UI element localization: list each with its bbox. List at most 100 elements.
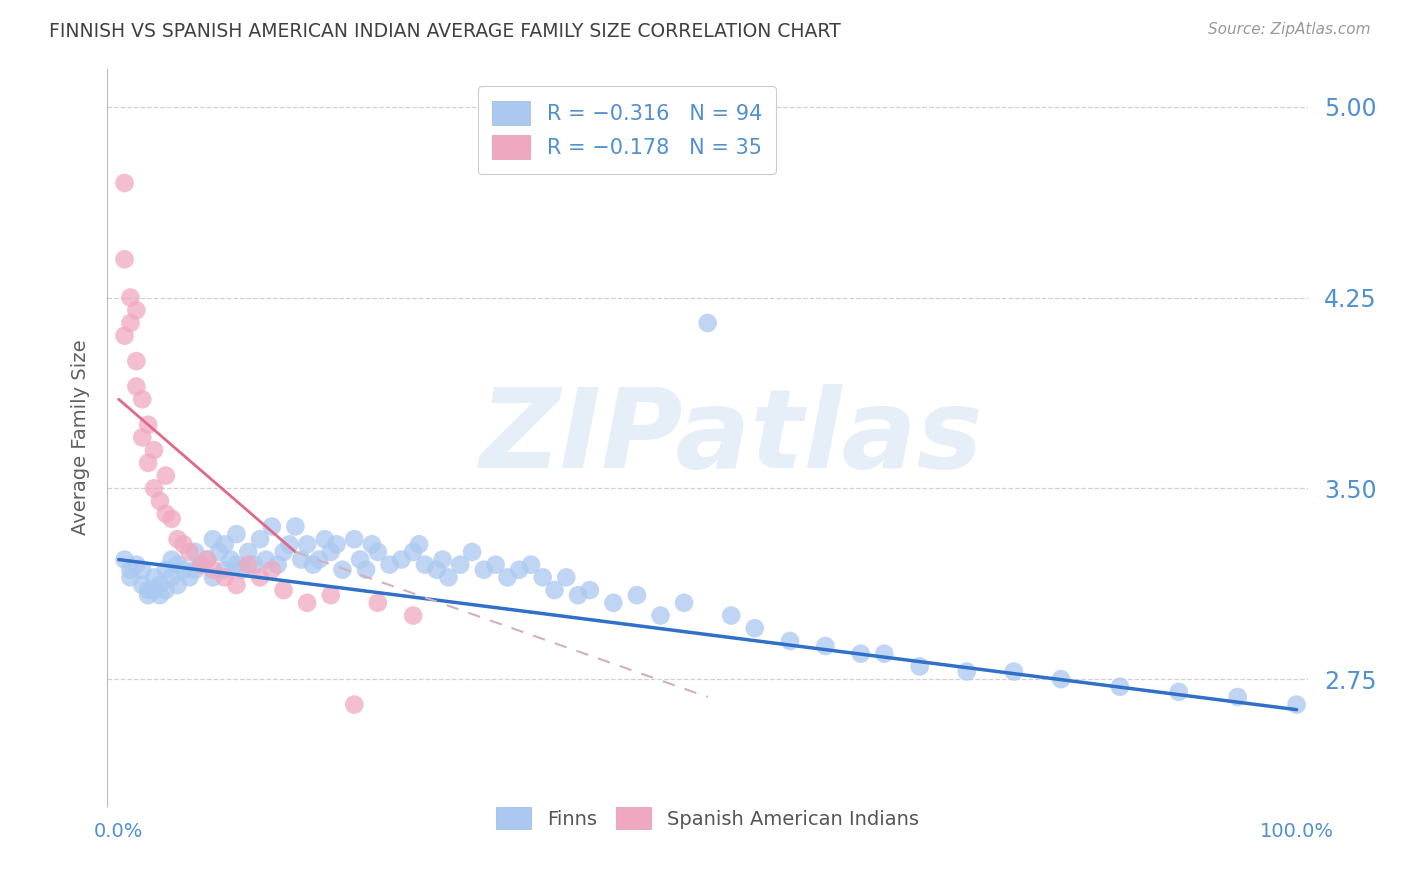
Point [136, 588, 159, 602]
Point [125, 558, 148, 572]
Point [361, 537, 384, 551]
Point [567, 588, 589, 602]
Point [238, 545, 260, 559]
Legend: Finns, Spanish American Indians: Finns, Spanish American Indians [488, 799, 927, 838]
Point [873, 647, 896, 661]
Point [155, 583, 177, 598]
Point [195, 552, 218, 566]
Point [295, 596, 318, 610]
Point [155, 507, 177, 521]
Point [278, 537, 301, 551]
Point [120, 316, 142, 330]
Point [219, 552, 242, 566]
Point [249, 570, 271, 584]
Point [1109, 680, 1132, 694]
Point [1167, 685, 1189, 699]
Point [579, 583, 602, 598]
Text: FINNISH VS SPANISH AMERICAN INDIAN AVERAGE FAMILY SIZE CORRELATION CHART: FINNISH VS SPANISH AMERICAN INDIAN AVERA… [49, 22, 841, 41]
Point [673, 596, 696, 610]
Point [319, 545, 342, 559]
Point [114, 252, 136, 267]
Point [402, 545, 425, 559]
Point [402, 608, 425, 623]
Point [201, 570, 224, 584]
Point [179, 570, 201, 584]
Point [349, 552, 371, 566]
Point [1285, 698, 1308, 712]
Point [744, 621, 766, 635]
Point [172, 537, 194, 551]
Point [238, 558, 260, 572]
Point [136, 456, 159, 470]
Point [378, 558, 401, 572]
Point [166, 578, 188, 592]
Point [225, 578, 247, 592]
Point [426, 563, 449, 577]
Point [508, 563, 530, 577]
Point [449, 558, 471, 572]
Point [284, 519, 307, 533]
Point [432, 552, 454, 566]
Point [184, 545, 207, 559]
Point [249, 532, 271, 546]
Point [273, 583, 295, 598]
Y-axis label: Average Family Size: Average Family Size [72, 340, 90, 535]
Point [136, 417, 159, 432]
Text: Source: ZipAtlas.com: Source: ZipAtlas.com [1208, 22, 1371, 37]
Point [520, 558, 543, 572]
Point [149, 494, 172, 508]
Point [626, 588, 648, 602]
Point [254, 552, 277, 566]
Point [461, 545, 484, 559]
Point [120, 291, 142, 305]
Point [496, 570, 519, 584]
Point [143, 481, 166, 495]
Point [650, 608, 672, 623]
Point [302, 558, 325, 572]
Point [290, 552, 312, 566]
Point [214, 537, 236, 551]
Text: ZIPatlas: ZIPatlas [479, 384, 984, 491]
Point [125, 379, 148, 393]
Point [1050, 672, 1073, 686]
Point [437, 570, 460, 584]
Point [484, 558, 506, 572]
Point [208, 545, 231, 559]
Point [131, 392, 153, 407]
Point [413, 558, 436, 572]
Point [201, 563, 224, 577]
Point [179, 545, 201, 559]
Point [195, 552, 218, 566]
Point [190, 558, 212, 572]
Point [120, 563, 142, 577]
Point [172, 563, 194, 577]
Point [354, 563, 377, 577]
Point [849, 647, 872, 661]
Point [214, 563, 236, 577]
Point [155, 468, 177, 483]
Point [779, 634, 801, 648]
Point [408, 537, 430, 551]
Point [143, 583, 166, 598]
Point [131, 578, 153, 592]
Point [343, 698, 366, 712]
Point [214, 570, 236, 584]
Point [143, 570, 166, 584]
Point [231, 563, 253, 577]
Point [155, 563, 177, 577]
Point [814, 639, 837, 653]
Point [184, 563, 207, 577]
Point [343, 532, 366, 546]
Point [225, 527, 247, 541]
Point [131, 563, 153, 577]
Point [131, 430, 153, 444]
Point [125, 354, 148, 368]
Point [908, 659, 931, 673]
Point [720, 608, 742, 623]
Point [136, 583, 159, 598]
Point [160, 512, 183, 526]
Point [260, 563, 283, 577]
Point [308, 552, 330, 566]
Point [325, 537, 347, 551]
Point [314, 532, 336, 546]
